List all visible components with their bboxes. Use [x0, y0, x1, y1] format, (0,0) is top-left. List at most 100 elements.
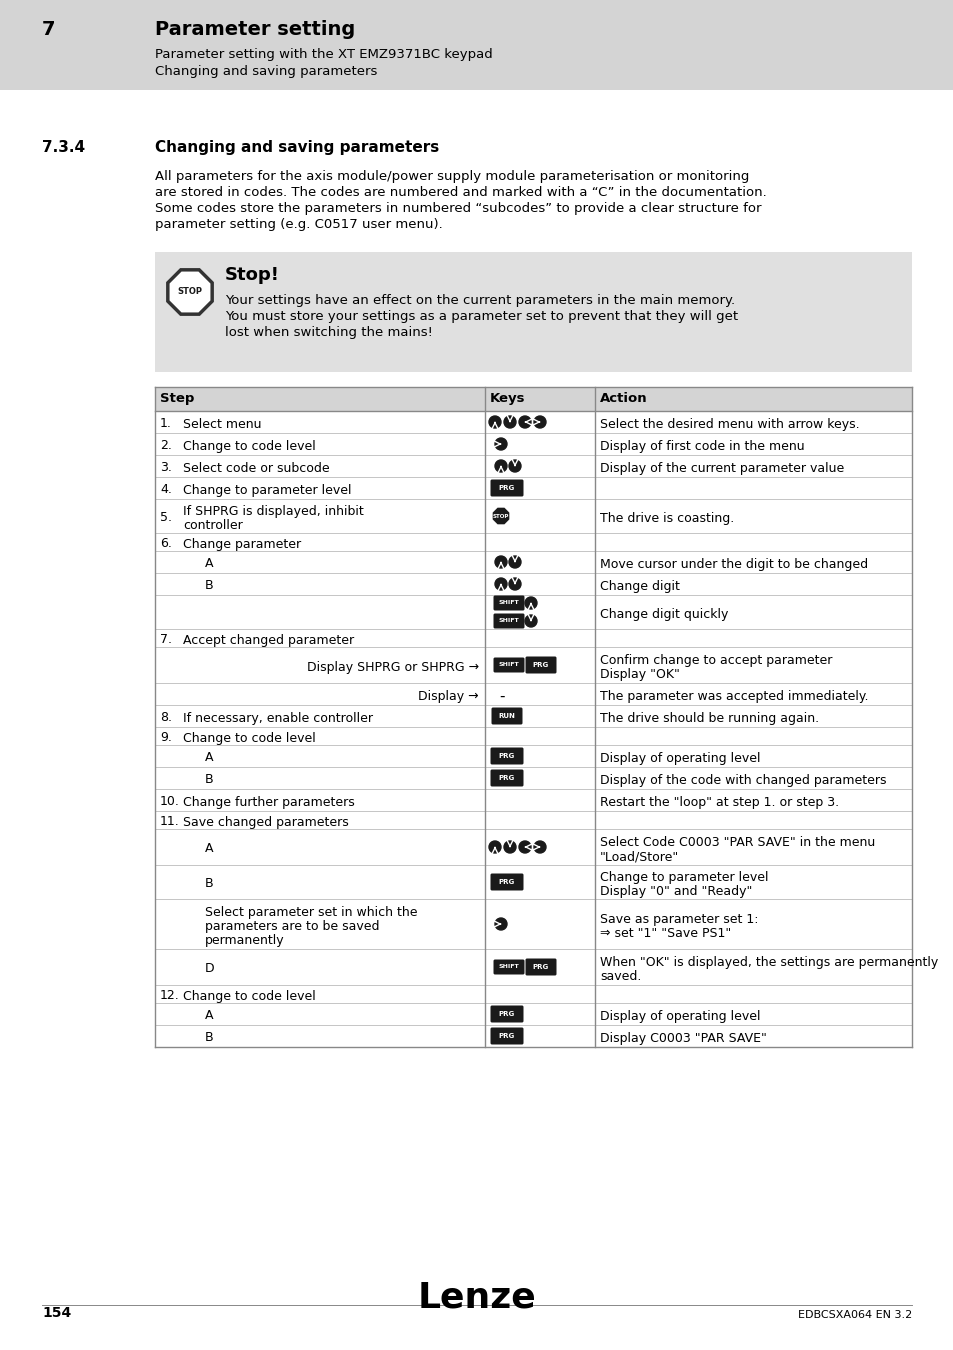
Bar	[154, 829, 911, 865]
Text: Display "0" and "Ready": Display "0" and "Ready"	[599, 886, 752, 898]
Text: All parameters for the axis module/power supply module parameterisation or monit: All parameters for the axis module/power…	[154, 170, 749, 184]
Bar	[154, 629, 911, 647]
Text: RUN: RUN	[498, 713, 515, 720]
Circle shape	[524, 616, 537, 626]
Circle shape	[495, 578, 506, 590]
Text: "Load/Store": "Load/Store"	[599, 850, 679, 863]
Text: 10.: 10.	[160, 795, 180, 809]
Text: SHIFT: SHIFT	[498, 601, 518, 606]
Bar	[154, 410, 911, 433]
FancyBboxPatch shape	[491, 707, 522, 725]
Text: 1.: 1.	[160, 417, 172, 431]
Text: The drive is coasting.: The drive is coasting.	[599, 512, 734, 525]
FancyBboxPatch shape	[490, 769, 523, 787]
Polygon shape	[492, 508, 509, 524]
Text: 3.: 3.	[160, 460, 172, 474]
Text: B: B	[205, 774, 213, 786]
Text: A: A	[205, 1008, 213, 1022]
Text: Step: Step	[160, 392, 194, 405]
Bar	[154, 811, 911, 829]
Text: Select code or subcode: Select code or subcode	[183, 462, 330, 475]
Text: The parameter was accepted immediately.: The parameter was accepted immediately.	[599, 690, 867, 703]
Text: EDBCSXA064 EN 3.2: EDBCSXA064 EN 3.2	[797, 1310, 911, 1320]
FancyBboxPatch shape	[490, 479, 523, 497]
Circle shape	[518, 416, 531, 428]
Circle shape	[495, 918, 506, 930]
Text: controller: controller	[183, 518, 242, 532]
Text: Accept changed parameter: Accept changed parameter	[183, 634, 354, 647]
Text: PRG: PRG	[533, 964, 549, 971]
Text: Change further parameters: Change further parameters	[183, 796, 355, 809]
Text: Save as parameter set 1:: Save as parameter set 1:	[599, 913, 758, 926]
Bar	[154, 572, 911, 595]
Text: 5.: 5.	[160, 512, 172, 524]
Bar	[154, 745, 911, 767]
Text: PRG: PRG	[498, 485, 515, 491]
Text: Changing and saving parameters: Changing and saving parameters	[154, 65, 377, 78]
Text: Display C0003 "PAR SAVE": Display C0003 "PAR SAVE"	[599, 1031, 766, 1045]
Circle shape	[495, 556, 506, 568]
Text: 7.: 7.	[160, 633, 172, 647]
Bar	[154, 1003, 911, 1025]
Bar	[154, 949, 911, 986]
Circle shape	[503, 841, 516, 853]
Text: 7.3.4: 7.3.4	[42, 140, 85, 155]
Text: B: B	[205, 1031, 213, 1044]
Text: A: A	[205, 751, 213, 764]
Text: PRG: PRG	[498, 1011, 515, 1017]
Bar	[154, 788, 911, 811]
Text: The drive should be running again.: The drive should be running again.	[599, 711, 819, 725]
Polygon shape	[168, 270, 212, 315]
Text: B: B	[205, 579, 213, 593]
Text: When "OK" is displayed, the settings are permanently: When "OK" is displayed, the settings are…	[599, 956, 937, 969]
Text: Change parameter: Change parameter	[183, 539, 301, 551]
Text: PRG: PRG	[498, 1033, 515, 1040]
Text: Display SHPRG or SHPRG →: Display SHPRG or SHPRG →	[307, 662, 478, 674]
Text: saved.: saved.	[599, 971, 640, 983]
Text: Stop!: Stop!	[225, 266, 279, 283]
Text: Your settings have an effect on the current parameters in the main memory.: Your settings have an effect on the curr…	[225, 294, 735, 306]
Text: 9.: 9.	[160, 730, 172, 744]
Bar	[154, 1025, 911, 1048]
Text: Display of operating level: Display of operating level	[599, 752, 760, 765]
Bar	[154, 433, 911, 455]
Text: 12.: 12.	[160, 990, 179, 1002]
Bar	[154, 595, 911, 629]
Text: 6.: 6.	[160, 537, 172, 549]
Text: Select menu: Select menu	[183, 418, 261, 431]
Text: Display of operating level: Display of operating level	[599, 1010, 760, 1023]
Text: Some codes store the parameters in numbered “subcodes” to provide a clear struct: Some codes store the parameters in numbe…	[154, 202, 760, 215]
Circle shape	[534, 416, 545, 428]
Circle shape	[534, 841, 545, 853]
Text: Select parameter set in which the: Select parameter set in which the	[205, 906, 417, 919]
Bar	[154, 728, 911, 745]
Text: A: A	[205, 558, 213, 570]
FancyBboxPatch shape	[493, 613, 524, 629]
Text: Confirm change to accept parameter: Confirm change to accept parameter	[599, 653, 832, 667]
Text: SHIFT: SHIFT	[498, 964, 518, 969]
Text: Display of the code with changed parameters: Display of the code with changed paramet…	[599, 774, 885, 787]
Bar	[154, 865, 911, 899]
Text: Restart the "loop" at step 1. or step 3.: Restart the "loop" at step 1. or step 3.	[599, 796, 839, 809]
Text: parameters are to be saved: parameters are to be saved	[205, 919, 379, 933]
Text: Save changed parameters: Save changed parameters	[183, 815, 349, 829]
Circle shape	[489, 841, 500, 853]
Text: You must store your settings as a parameter set to prevent that they will get: You must store your settings as a parame…	[225, 310, 738, 323]
Text: Move cursor under the digit to be changed: Move cursor under the digit to be change…	[599, 558, 867, 571]
Bar	[154, 500, 911, 533]
Bar	[154, 252, 911, 373]
Circle shape	[509, 460, 520, 472]
Text: PRG: PRG	[498, 775, 515, 782]
Text: -: -	[498, 688, 504, 703]
Text: Change digit: Change digit	[599, 580, 679, 593]
Text: ⇒ set "1" "Save PS1": ⇒ set "1" "Save PS1"	[599, 927, 731, 940]
Text: PRG: PRG	[498, 753, 515, 759]
Circle shape	[495, 437, 506, 450]
Text: Display of the current parameter value: Display of the current parameter value	[599, 462, 843, 475]
Text: 4.: 4.	[160, 483, 172, 495]
Bar	[154, 551, 911, 572]
Circle shape	[518, 841, 531, 853]
Bar	[154, 387, 911, 410]
Text: 2.: 2.	[160, 439, 172, 452]
Bar	[154, 986, 911, 1003]
